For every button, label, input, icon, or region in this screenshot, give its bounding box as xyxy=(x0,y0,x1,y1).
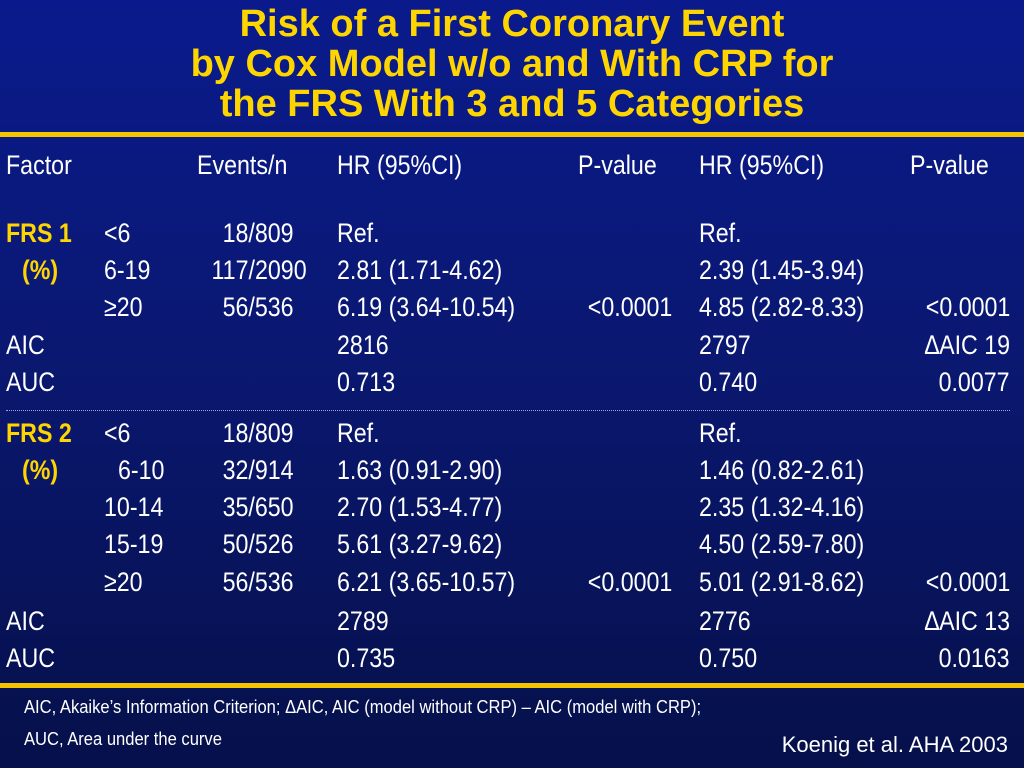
hr-with-crp: 2.35 (1.32-4.16) xyxy=(699,492,865,522)
delta-aic: ∆AIC 13 xyxy=(924,606,1010,636)
auc-pvalue: 0.0163 xyxy=(938,643,1010,673)
category: 10-14 xyxy=(104,492,164,522)
events: 35/650 xyxy=(222,492,294,522)
events: 18/809 xyxy=(222,218,294,248)
category: ≥20 xyxy=(104,292,143,322)
pvalue-without-crp: <0.0001 xyxy=(587,567,672,597)
pvalue-with-crp: <0.0001 xyxy=(925,292,1010,322)
title-line-2: by Cox Model w/o and With CRP for xyxy=(190,43,834,85)
category: ≥20 xyxy=(104,567,143,597)
header-hr-without-crp: HR (95%CI) xyxy=(337,150,463,180)
category: 6-10 xyxy=(118,455,165,485)
footnote-line-1: AIC, Akaike’s Information Criterion; ΔAI… xyxy=(24,697,702,717)
auc-with-crp: 0.740 xyxy=(699,367,758,397)
frs1-label: FRS 1 xyxy=(6,218,72,248)
hr-with-crp: 1.46 (0.82-2.61) xyxy=(699,455,865,485)
category: 15-19 xyxy=(104,529,164,559)
hr-without-crp: 6.19 (3.64-10.54) xyxy=(337,292,516,322)
category: 6-19 xyxy=(104,255,151,285)
delta-aic: ∆AIC 19 xyxy=(924,330,1010,360)
events: 117/2090 xyxy=(211,255,307,285)
hr-without-crp: 5.61 (3.27-9.62) xyxy=(337,529,503,559)
aic-with-crp: 2797 xyxy=(699,330,751,360)
category: <6 xyxy=(104,218,131,248)
title-line-3: the FRS With 3 and 5 Categories xyxy=(219,83,805,125)
events: 18/809 xyxy=(222,418,294,448)
pvalue-without-crp: <0.0001 xyxy=(587,292,672,322)
section-divider xyxy=(6,410,1010,411)
aic-label: AIC xyxy=(6,330,45,360)
hr-with-crp: 4.50 (2.59-7.80) xyxy=(699,529,865,559)
hr-with-crp: 4.85 (2.82-8.33) xyxy=(699,292,865,322)
bottom-divider xyxy=(0,683,1024,688)
pvalue-with-crp: <0.0001 xyxy=(925,567,1010,597)
aic-without-crp: 2789 xyxy=(337,606,389,636)
events: 50/526 xyxy=(222,529,294,559)
aic-without-crp: 2816 xyxy=(337,330,389,360)
top-divider xyxy=(0,132,1024,137)
footnote-line-2: AUC, Area under the curve xyxy=(24,729,222,749)
hr-without-crp: Ref. xyxy=(337,418,380,448)
frs2-unit: (%) xyxy=(22,455,59,485)
hr-without-crp: 2.81 (1.71-4.62) xyxy=(337,255,503,285)
auc-label: AUC xyxy=(6,643,56,673)
header-hr-with-crp: HR (95%CI) xyxy=(699,150,825,180)
hr-with-crp: 2.39 (1.45-3.94) xyxy=(699,255,865,285)
auc-without-crp: 0.713 xyxy=(337,367,396,397)
frs1-unit: (%) xyxy=(22,255,59,285)
hr-without-crp: 1.63 (0.91-2.90) xyxy=(337,455,503,485)
category: <6 xyxy=(104,418,131,448)
header-pvalue-without-crp: P-value xyxy=(578,150,657,180)
events: 32/914 xyxy=(222,455,294,485)
events: 56/536 xyxy=(222,567,294,597)
events: 56/536 xyxy=(222,292,294,322)
aic-with-crp: 2776 xyxy=(699,606,751,636)
hr-with-crp: Ref. xyxy=(699,218,742,248)
title-line-1: Risk of a First Coronary Event xyxy=(239,3,785,45)
citation: Koenig et al. AHA 2003 xyxy=(781,732,1008,757)
hr-without-crp: Ref. xyxy=(337,218,380,248)
header-events: Events/n xyxy=(197,150,288,180)
header-pvalue-with-crp: P-value xyxy=(910,150,989,180)
auc-without-crp: 0.735 xyxy=(337,643,396,673)
aic-label: AIC xyxy=(6,606,45,636)
auc-pvalue: 0.0077 xyxy=(938,367,1010,397)
hr-without-crp: 6.21 (3.65-10.57) xyxy=(337,567,516,597)
header-factor: Factor xyxy=(6,150,72,180)
frs2-label: FRS 2 xyxy=(6,418,72,448)
slide-title: Risk of a First Coronary Event by Cox Mo… xyxy=(0,4,1024,124)
auc-label: AUC xyxy=(6,367,56,397)
hr-with-crp: Ref. xyxy=(699,418,742,448)
auc-with-crp: 0.750 xyxy=(699,643,758,673)
hr-without-crp: 2.70 (1.53-4.77) xyxy=(337,492,503,522)
hr-with-crp: 5.01 (2.91-8.62) xyxy=(699,567,865,597)
